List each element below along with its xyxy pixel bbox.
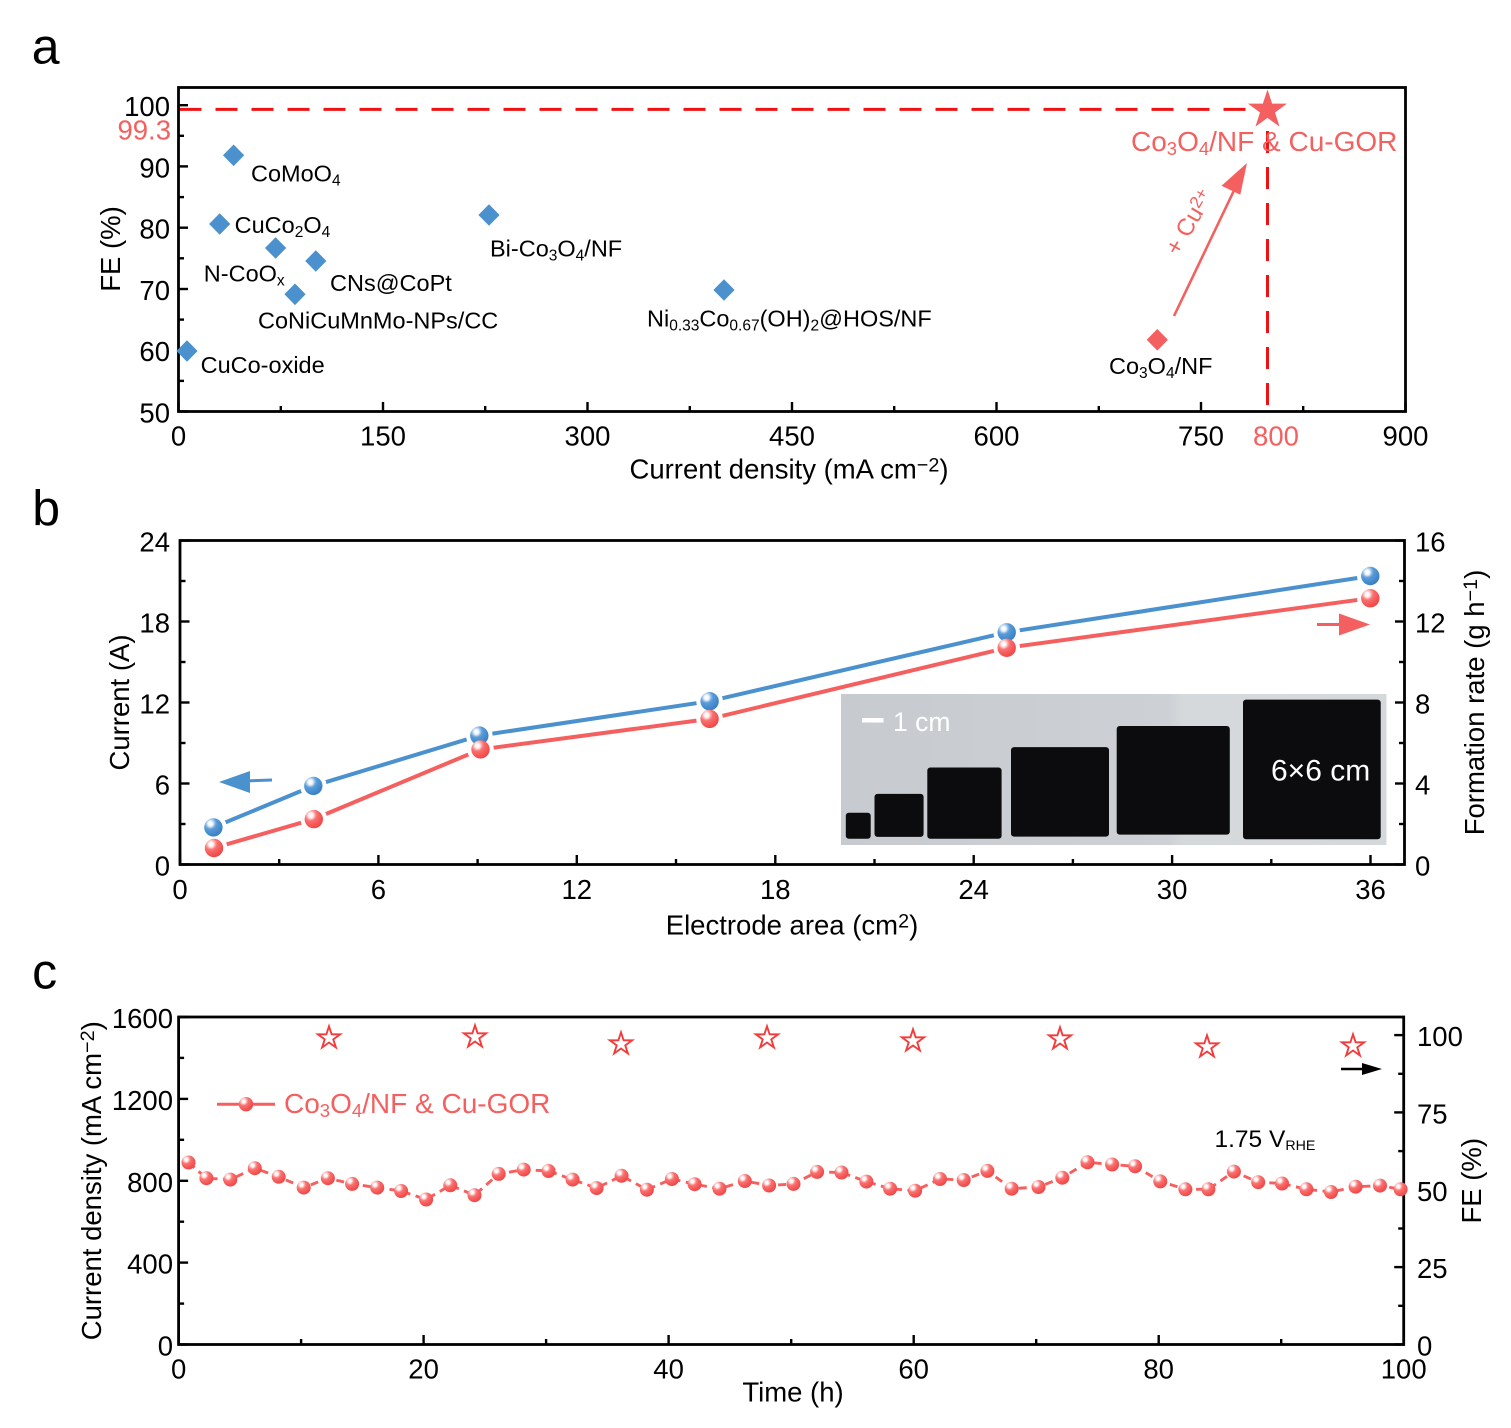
svg-text:900: 900 xyxy=(1383,421,1429,452)
svg-text:0: 0 xyxy=(171,1354,186,1385)
svg-text:CuCo2O4: CuCo2O4 xyxy=(235,212,331,241)
svg-text:0: 0 xyxy=(172,874,187,905)
svg-text:8: 8 xyxy=(1415,689,1430,720)
svg-text:c: c xyxy=(32,944,57,1000)
svg-text:150: 150 xyxy=(360,421,406,452)
svg-text:12: 12 xyxy=(1415,608,1446,639)
svg-text:18: 18 xyxy=(139,608,170,639)
svg-text:0: 0 xyxy=(158,1331,173,1362)
svg-text:75: 75 xyxy=(1417,1098,1448,1129)
svg-text:12: 12 xyxy=(139,689,170,720)
svg-text:750: 750 xyxy=(1178,421,1224,452)
svg-text:24: 24 xyxy=(139,527,170,558)
svg-text:800: 800 xyxy=(127,1167,173,1198)
svg-text:0: 0 xyxy=(1415,851,1430,882)
svg-text:FE (%): FE (%) xyxy=(95,206,126,292)
svg-text:100: 100 xyxy=(124,91,170,122)
svg-text:100: 100 xyxy=(1417,1021,1463,1052)
svg-text:0: 0 xyxy=(171,421,186,452)
svg-text:24: 24 xyxy=(958,874,989,905)
svg-text:b: b xyxy=(32,480,60,536)
svg-text:Current density (mA cm−2): Current density (mA cm−2) xyxy=(76,1021,107,1340)
svg-text:50: 50 xyxy=(139,398,170,429)
svg-text:25: 25 xyxy=(1417,1253,1448,1284)
svg-text:30: 30 xyxy=(1157,874,1188,905)
svg-text:6: 6 xyxy=(371,874,386,905)
svg-text:N-CoOx: N-CoOx xyxy=(204,261,285,290)
svg-text:450: 450 xyxy=(769,421,815,452)
svg-text:Electrode area (cm2): Electrode area (cm2) xyxy=(666,910,919,941)
svg-text:60: 60 xyxy=(139,336,170,367)
svg-text:Co3O4/NF: Co3O4/NF xyxy=(1109,353,1212,382)
svg-text:0: 0 xyxy=(155,851,170,882)
svg-text:FE (%): FE (%) xyxy=(1456,1138,1487,1224)
svg-text:20: 20 xyxy=(408,1354,439,1385)
svg-text:50: 50 xyxy=(1417,1176,1448,1207)
svg-text:60: 60 xyxy=(898,1354,929,1385)
svg-text:Current (A): Current (A) xyxy=(104,635,135,771)
svg-text:Current density (mA cm−2): Current density (mA cm−2) xyxy=(629,454,948,485)
svg-text:70: 70 xyxy=(139,275,170,306)
svg-text:80: 80 xyxy=(139,214,170,245)
svg-text:36: 36 xyxy=(1355,874,1386,905)
svg-text:Formation rate (g h−1): Formation rate (g h−1) xyxy=(1459,570,1490,836)
svg-text:90: 90 xyxy=(139,152,170,183)
svg-text:400: 400 xyxy=(127,1249,173,1280)
svg-text:1600: 1600 xyxy=(112,1003,173,1034)
svg-text:40: 40 xyxy=(653,1354,684,1385)
svg-text:CuCo-oxide: CuCo-oxide xyxy=(201,352,325,378)
svg-text:CoNiCuMnMo-NPs/CC: CoNiCuMnMo-NPs/CC xyxy=(258,308,498,334)
svg-text:300: 300 xyxy=(565,421,611,452)
svg-text:a: a xyxy=(32,19,60,75)
svg-text:600: 600 xyxy=(974,421,1020,452)
svg-text:99.3: 99.3 xyxy=(117,115,171,146)
svg-text:16: 16 xyxy=(1415,527,1446,558)
svg-text:0: 0 xyxy=(1417,1331,1432,1362)
svg-text:80: 80 xyxy=(1143,1354,1174,1385)
svg-text:1 cm: 1 cm xyxy=(893,707,950,737)
svg-text:800: 800 xyxy=(1253,421,1299,452)
svg-text:100: 100 xyxy=(1381,1354,1427,1385)
svg-text:4: 4 xyxy=(1415,770,1430,801)
svg-text:18: 18 xyxy=(760,874,791,905)
svg-text:CNs@CoPt: CNs@CoPt xyxy=(330,270,452,296)
svg-text:6: 6 xyxy=(155,770,170,801)
svg-text:1200: 1200 xyxy=(112,1085,173,1116)
svg-text:CoMoO4: CoMoO4 xyxy=(251,161,341,190)
svg-text:Time (h): Time (h) xyxy=(742,1377,843,1408)
svg-text:12: 12 xyxy=(562,874,593,905)
svg-text:6×6 cm: 6×6 cm xyxy=(1271,755,1370,788)
